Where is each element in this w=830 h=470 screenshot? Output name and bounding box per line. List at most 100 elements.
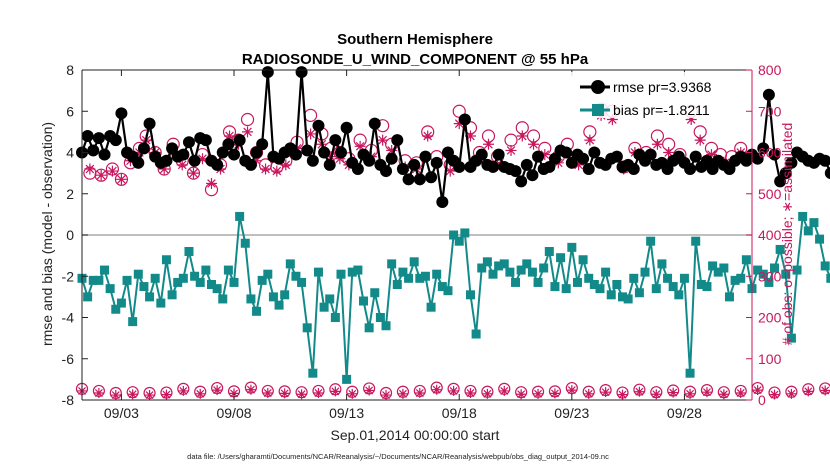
obs-assimilated-marker [705,149,717,161]
obs-assimilated-marker [229,388,240,399]
bias-point [702,282,712,292]
rmse-point [380,165,393,178]
bias-point [353,265,363,275]
bias-point [297,277,307,287]
obs-possible-marker [452,104,466,118]
legend: rmse pr=3.9368 bias pr=-1.8211 [568,72,723,118]
bias-point [398,267,408,277]
obs-assimilated-marker [110,390,121,401]
bias-point [465,290,475,300]
rmse-point [295,66,308,79]
bias-point [190,271,200,281]
bias-point [741,255,751,265]
bias-point [550,282,560,292]
bias-point [758,269,768,279]
rmse-point [132,156,145,169]
rmse-point [684,163,697,175]
bias-point [708,261,718,271]
rmse-point [318,146,331,159]
y-tick-label: -4 [62,310,75,326]
rmse-point [363,154,376,167]
y-right-tick-label: 600 [758,145,782,161]
rmse-point [334,146,347,159]
bias-point [145,292,155,302]
rmse-point [199,134,212,147]
rmse-point [419,150,432,163]
obs-assimilated-marker [251,155,263,167]
obs-assimilated-marker [305,128,317,140]
obs-assimilated-marker [377,134,389,146]
bias-point [522,259,532,269]
bias-point [302,323,312,333]
bias-point [826,273,830,283]
obs-assimilated-marker [735,387,746,398]
y-tick-label: -8 [62,392,75,408]
bias-point [494,261,504,271]
obs-assimilated-marker [279,388,290,399]
obs-assimilated-marker [144,390,155,401]
bias-point [685,368,695,378]
rmse-point [115,107,128,120]
obs-assimilated-marker [701,387,712,398]
rmse-point [413,173,426,186]
rmse-point [430,156,443,169]
bias-point [285,259,295,269]
y-tick-label: 6 [66,103,74,119]
rmse-point [256,138,269,151]
obs-assimilated-marker [448,385,459,396]
obs-assimilated-marker [516,130,528,142]
bias-point [584,273,594,283]
obs-assimilated-marker [752,385,763,396]
bias-point [392,280,402,289]
rmse-point [425,171,438,184]
y-tick-label: 2 [66,186,74,202]
bias-point [184,247,194,256]
obs-assimilated-marker [386,144,398,156]
rmse-point [323,158,336,171]
y-right-tick-label: 800 [758,62,782,78]
rmse-point [351,163,364,175]
rmse-point [577,152,590,165]
obs-assimilated-marker [178,385,189,396]
x-tick-label: 09/23 [554,405,589,421]
y-tick-label: 0 [66,227,74,243]
obs-assimilated-marker [617,389,628,400]
bias-point [426,302,436,312]
bias-point [544,247,554,256]
bias-point [313,267,323,277]
axes [81,69,753,401]
bias-point [415,273,425,283]
bias-point [527,267,537,277]
bias-point [252,306,262,316]
bias-point [623,294,633,304]
obs-assimilated-marker [685,114,697,125]
bias-point [173,277,183,287]
bias-point [781,269,791,279]
obs-assimilated-marker [453,118,465,130]
rmse-point [644,148,657,161]
obs-possible-marker [240,112,255,127]
y-right-tick-label: 100 [758,351,782,367]
rmse-point [492,148,505,161]
obs-assimilated-marker [539,149,551,161]
obs-assimilated-marker [482,388,493,399]
bias-point [195,277,205,287]
obs-assimilated-marker [313,387,324,398]
bias-point [139,282,149,292]
bias-point [420,271,430,281]
bias-point [100,265,110,275]
obs-assimilated-marker [205,177,217,189]
y-right-tick-label: 700 [758,103,782,119]
obs-assimilated-marker [651,389,662,400]
bias-point [482,257,492,267]
y-right-tick-label: 0 [758,392,766,408]
bias-point [308,368,318,378]
bias-point [280,290,290,300]
y-axis-label: rmse and bias (model - observation) [39,122,55,346]
bias-point [229,277,239,287]
obs-assimilated-marker [158,163,170,175]
obs-assimilated-marker [422,130,434,142]
bias-point [634,288,644,298]
bias-point [533,277,543,287]
bias-point [477,263,487,273]
